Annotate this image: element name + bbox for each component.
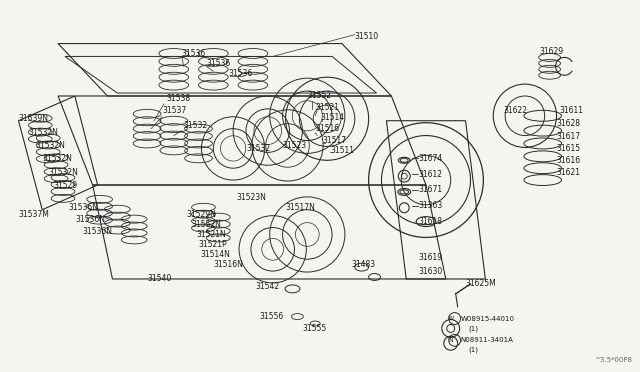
Text: N: N — [449, 338, 453, 343]
Text: 31628: 31628 — [557, 119, 580, 128]
Text: 31532N: 31532N — [48, 168, 78, 177]
Text: 31521: 31521 — [316, 103, 339, 112]
Text: 31612: 31612 — [418, 170, 442, 179]
Text: 31630: 31630 — [418, 267, 442, 276]
Text: 31618: 31618 — [418, 217, 442, 226]
Text: (1): (1) — [468, 347, 479, 353]
Text: W: W — [447, 316, 454, 321]
Text: 31517: 31517 — [322, 136, 346, 145]
Text: 31521N: 31521N — [196, 230, 227, 239]
Text: 31611: 31611 — [559, 106, 584, 115]
Text: 31532: 31532 — [246, 144, 270, 153]
Text: 31615: 31615 — [557, 144, 580, 153]
Text: 31532N: 31532N — [28, 128, 58, 137]
Text: 31536: 31536 — [182, 49, 206, 58]
Text: 31517N: 31517N — [285, 203, 316, 212]
Text: 31536N: 31536N — [83, 227, 113, 236]
Text: 31536N: 31536N — [68, 203, 98, 212]
Text: 31529N: 31529N — [187, 210, 216, 219]
Text: 31363: 31363 — [418, 201, 442, 210]
Text: 31617: 31617 — [557, 132, 580, 141]
Text: 31552: 31552 — [307, 92, 332, 100]
Text: 31511: 31511 — [330, 146, 354, 155]
Text: 31516: 31516 — [316, 124, 339, 133]
Text: 31537: 31537 — [162, 106, 186, 115]
Text: (1): (1) — [468, 325, 479, 332]
Text: 31622: 31622 — [503, 106, 527, 115]
Text: 31516N: 31516N — [213, 260, 243, 269]
Text: 31536: 31536 — [228, 69, 252, 78]
Text: 31537M: 31537M — [19, 210, 49, 219]
Text: N08911-3401A: N08911-3401A — [461, 337, 513, 343]
Text: 31538: 31538 — [167, 94, 191, 103]
Text: 31510: 31510 — [355, 32, 379, 41]
Text: 31514N: 31514N — [200, 250, 230, 259]
Text: 31629: 31629 — [540, 47, 564, 56]
Text: 31523: 31523 — [283, 141, 307, 150]
Text: 31483: 31483 — [352, 260, 376, 269]
Text: 31555: 31555 — [302, 324, 326, 333]
Text: 31532: 31532 — [184, 121, 208, 130]
Text: ^3.5*00P8: ^3.5*00P8 — [594, 357, 632, 363]
Text: 31621: 31621 — [557, 168, 580, 177]
Text: 31521P: 31521P — [198, 240, 227, 249]
Text: 31616: 31616 — [557, 156, 580, 165]
Text: 31542: 31542 — [256, 282, 280, 291]
Text: 31625M: 31625M — [465, 279, 496, 288]
Text: 31536N: 31536N — [76, 215, 106, 224]
Text: 31619: 31619 — [418, 253, 442, 262]
Text: 31532N: 31532N — [42, 154, 72, 163]
Text: 31671: 31671 — [418, 186, 442, 195]
Text: 31532N: 31532N — [35, 141, 65, 150]
Text: 31539N: 31539N — [19, 114, 49, 123]
Text: W08915-44010: W08915-44010 — [461, 315, 515, 321]
Text: 31556: 31556 — [260, 312, 284, 321]
Text: 31514: 31514 — [320, 113, 344, 122]
Text: 31523N: 31523N — [236, 193, 266, 202]
Text: 31540: 31540 — [147, 275, 172, 283]
Text: 31552N: 31552N — [191, 220, 221, 229]
Text: 31536: 31536 — [207, 59, 230, 68]
Text: 31529: 31529 — [53, 180, 77, 189]
Text: 31674: 31674 — [418, 154, 442, 163]
